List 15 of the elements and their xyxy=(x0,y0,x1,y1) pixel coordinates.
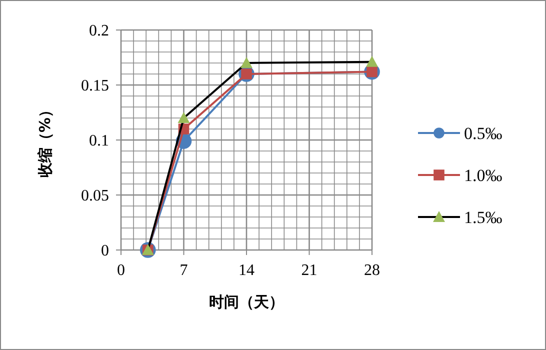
x-tick-label: 0 xyxy=(117,262,125,279)
y-tick-label: 0.1 xyxy=(89,132,109,150)
y-tick-label: 0.2 xyxy=(89,22,109,40)
y-axis-title: 收缩（%） xyxy=(36,102,54,178)
legend-label: 1.5‰ xyxy=(464,208,502,227)
y-tick-label: 0.15 xyxy=(81,78,109,95)
legend-label: 1.0‰ xyxy=(464,166,502,185)
x-tick-label: 14 xyxy=(238,262,254,279)
y-tick-label: 0.05 xyxy=(81,188,109,205)
x-tick-label: 7 xyxy=(180,262,188,279)
legend-label: 0.5‰ xyxy=(464,124,502,143)
x-tick-label: 28 xyxy=(364,262,380,279)
y-tick-label: 0 xyxy=(101,242,109,260)
x-tick-label: 21 xyxy=(301,262,318,279)
x-axis-title: 时间（天） xyxy=(209,293,284,311)
